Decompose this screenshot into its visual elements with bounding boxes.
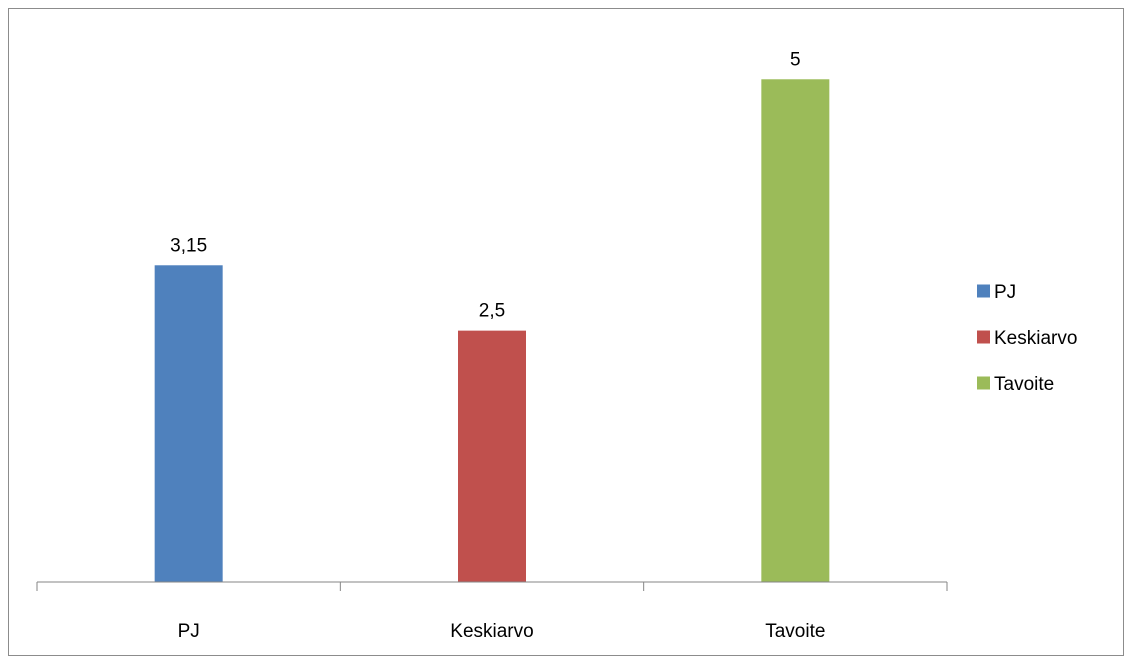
legend-label: Keskiarvo xyxy=(994,328,1077,349)
bars xyxy=(154,79,830,582)
legend-swatch xyxy=(977,284,990,298)
legend-swatch xyxy=(977,376,990,390)
legend-label: Tavoite xyxy=(994,374,1054,395)
data-label-keskiarvo: 2,5 xyxy=(479,301,505,322)
chart-area: 3,15 2,5 5 PJ Keskiarvo Tavoite PJ Keskiarvo T… xyxy=(8,8,1124,656)
legend-swatch xyxy=(977,330,990,344)
legend: PJ Keskiarvo Tavoite xyxy=(977,282,1077,395)
x-tick-label-pj: PJ xyxy=(178,621,200,642)
bar-pj xyxy=(154,265,223,582)
bar-tavoite xyxy=(761,79,830,582)
legend-label: PJ xyxy=(994,282,1016,303)
legend-item-tavoite: Tavoite xyxy=(977,374,1054,395)
x-axis: PJ Keskiarvo Tavoite xyxy=(36,581,948,642)
bar-keskiarvo xyxy=(458,330,526,582)
data-label-pj: 3,15 xyxy=(170,235,207,256)
legend-item-keskiarvo: Keskiarvo xyxy=(977,328,1077,349)
bar-chart: 3,15 2,5 5 PJ Keskiarvo Tavoite PJ Keskiarvo T… xyxy=(36,49,1077,642)
x-tick-label-tavoite: Tavoite xyxy=(765,621,825,642)
data-label-tavoite: 5 xyxy=(790,49,801,70)
x-tick-label-keskiarvo: Keskiarvo xyxy=(450,621,533,642)
legend-item-pj: PJ xyxy=(977,282,1016,303)
data-labels: 3,15 2,5 5 xyxy=(170,49,800,321)
